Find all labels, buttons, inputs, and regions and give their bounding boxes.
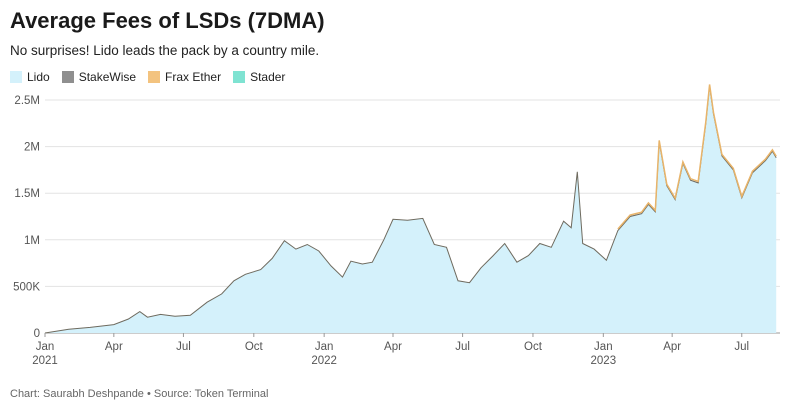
legend-label-stakewise: StakeWise — [78, 70, 137, 84]
legend-item-frax-ether: Frax Ether — [148, 70, 221, 84]
x-tick-label-0: Jan — [36, 341, 55, 353]
x-tick-label-3: Oct — [245, 341, 264, 353]
legend-swatch-stakewise — [61, 71, 74, 83]
x-tick-label-6: Jul — [455, 341, 470, 353]
legend-swatch-lido — [10, 71, 22, 83]
x-tick-label-7: Oct — [524, 341, 543, 353]
y-tick-label-4: 2M — [24, 142, 40, 154]
x-tick-label-2: Jul — [176, 341, 191, 353]
series-area-lido — [45, 86, 777, 333]
x-tick-label-4: Jan — [315, 341, 334, 353]
y-tick-label-5: 2.5M — [14, 95, 40, 107]
legend-label-stader: Stader — [250, 70, 286, 84]
legend: Lido StakeWise Frax Ether Stader — [10, 70, 285, 84]
legend-label-lido: Lido — [27, 70, 50, 84]
x-year-label-0: 2021 — [32, 355, 58, 367]
legend-item-stader: Stader — [233, 70, 285, 84]
legend-item-lido: Lido — [10, 70, 50, 84]
legend-swatch-stader — [233, 71, 246, 83]
x-year-label-8: 2023 — [591, 355, 617, 367]
x-tick-label-9: Apr — [663, 341, 681, 353]
chart-credit: Chart: Saurabh Deshpande • Source: Token… — [10, 388, 269, 400]
y-tick-label-1: 500K — [13, 281, 40, 293]
legend-swatch-frax-ether — [148, 71, 161, 83]
series-line-frax-ether — [617, 84, 777, 230]
x-tick-label-1: Apr — [105, 341, 123, 353]
x-year-label-4: 2022 — [311, 355, 337, 367]
series-line-lido — [44, 85, 777, 334]
chart-title: Average Fees of LSDs (7DMA) — [10, 8, 325, 33]
legend-label-frax-ether: Frax Ether — [165, 70, 222, 84]
x-tick-label-8: Jan — [594, 341, 613, 353]
legend-item-stakewise: StakeWise — [61, 70, 137, 84]
y-tick-label-3: 1.5M — [14, 188, 40, 200]
y-tick-label-0: 0 — [34, 328, 40, 340]
y-tick-label-2: 1M — [24, 235, 40, 247]
chart-subtitle: No surprises! Lido leads the pack by a c… — [10, 43, 320, 58]
x-tick-label-10: Jul — [734, 341, 749, 353]
x-tick-label-5: Apr — [384, 341, 402, 353]
